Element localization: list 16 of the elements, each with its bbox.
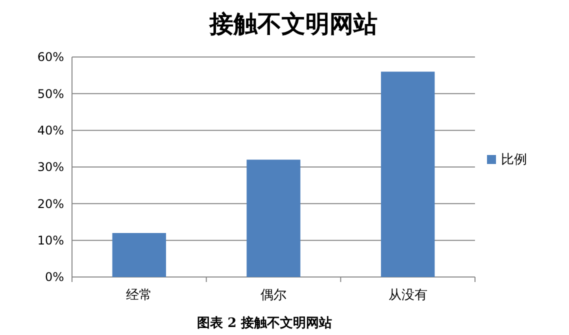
y-tick-label: 10% <box>37 234 64 248</box>
y-tick-label: 20% <box>37 196 64 211</box>
y-tick-label: 0% <box>44 270 64 284</box>
y-tick-label: 60% <box>37 50 64 64</box>
bar <box>112 233 166 277</box>
chart-title: 接触不文明网站 <box>208 9 378 38</box>
legend-label: 比例 <box>501 152 527 168</box>
y-tick-label: 50% <box>37 86 64 101</box>
x-tick-label: 从没有 <box>388 288 428 303</box>
text: 图表 2 接触不文明网站 <box>196 315 332 331</box>
x-tick-label: 偶尔 <box>260 288 286 303</box>
y-tick-label: 40% <box>37 124 64 138</box>
y-tick-label: 30% <box>37 160 64 174</box>
bar <box>380 72 435 277</box>
bar <box>246 160 300 277</box>
x-tick-label: 经常 <box>126 288 152 303</box>
